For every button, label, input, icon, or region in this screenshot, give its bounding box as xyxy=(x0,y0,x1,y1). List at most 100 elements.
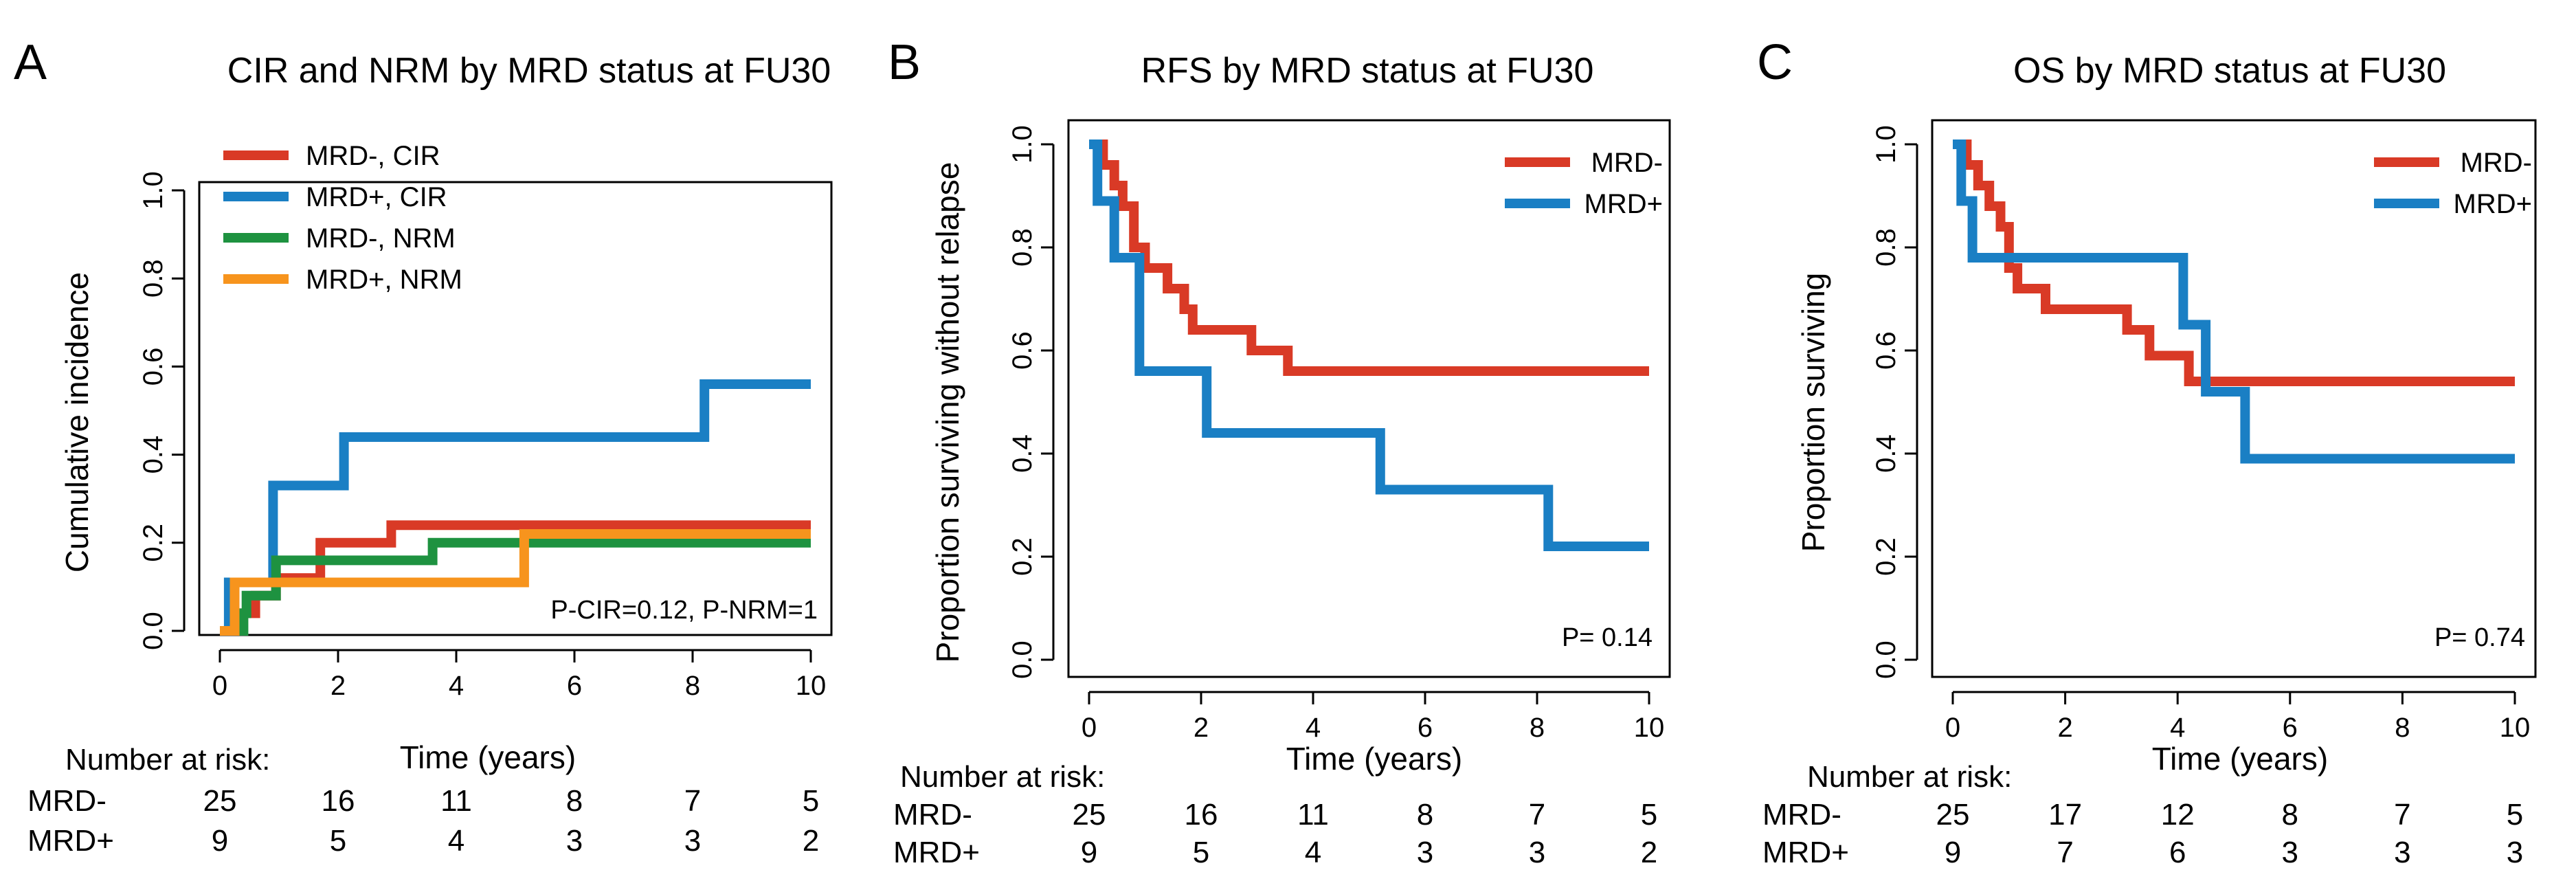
x-tick-label: 8 xyxy=(1530,713,1545,743)
series-line-mrd-nrm xyxy=(220,529,811,636)
risk-table-heading: Number at risk: xyxy=(1807,760,2012,794)
x-tick-label: 6 xyxy=(1418,713,1433,743)
plot-frame xyxy=(1067,119,1671,678)
panel-a: A CIR and NRM by MRD status at FU30 0 2 4 6 8 1… xyxy=(14,35,833,858)
risk-count: 5 xyxy=(2507,798,2523,832)
y-tick-label: 1.0 xyxy=(1007,125,1038,164)
risk-row-label: MRD- xyxy=(1762,798,1841,832)
y-tick-label: 0.0 xyxy=(1007,640,1038,679)
x-tick-label: 8 xyxy=(685,671,700,701)
risk-row-label: MRD- xyxy=(27,784,107,818)
risk-count: 11 xyxy=(440,784,472,818)
series-line-mrd xyxy=(1089,140,1649,551)
legend-item: MRD-, CIR xyxy=(223,141,440,171)
risk-count: 7 xyxy=(684,784,701,818)
panel-letter: C xyxy=(1757,35,1793,90)
risk-table-heading: Number at risk: xyxy=(65,743,270,777)
risk-row-label: MRD+ xyxy=(893,836,980,869)
x-tick-label: 4 xyxy=(1306,713,1321,743)
chart-title: RFS by MRD status at FU30 xyxy=(1141,51,1594,91)
risk-count: 25 xyxy=(1073,798,1106,832)
y-tick-label: 0.8 xyxy=(1007,228,1038,267)
y-tick-label: 0.4 xyxy=(1871,434,1901,473)
p-value-annotation: P-CIR=0.12, P-NRM=1 xyxy=(550,596,818,625)
legend-item: MRD-, NRM xyxy=(223,223,456,254)
legend-label: MRD+ xyxy=(2454,189,2532,219)
risk-count: 9 xyxy=(1945,836,1961,869)
legend-label: MRD+, NRM xyxy=(306,265,462,295)
p-value-annotation: P= 0.14 xyxy=(1562,623,1653,652)
y-axis-label: Proportion surviving xyxy=(1795,273,1831,553)
legend-item: MRD- xyxy=(2374,148,2532,178)
risk-count: 5 xyxy=(330,824,346,858)
risk-count: 8 xyxy=(2282,798,2298,832)
risk-count: 3 xyxy=(2507,836,2523,869)
x-tick-label: 4 xyxy=(449,671,464,701)
y-axis-label: Cumulative incidence xyxy=(59,272,95,572)
risk-count: 3 xyxy=(566,824,583,858)
legend-label: MRD-, CIR xyxy=(306,141,440,171)
y-tick-label: 0.0 xyxy=(1871,640,1901,679)
x-tick-label: 0 xyxy=(1945,713,1960,743)
y-tick-label: 0.2 xyxy=(1007,537,1038,576)
panel-c: C OS by MRD status at FU30 0 2 4 6 8 10 0.0 0.2 0.… xyxy=(1757,35,2537,869)
x-axis-label: Time (years) xyxy=(400,739,576,775)
risk-row-label: MRD- xyxy=(893,798,972,832)
x-tick-label: 6 xyxy=(567,671,582,701)
x-tick-label: 0 xyxy=(212,671,227,701)
risk-count: 9 xyxy=(1081,836,1097,869)
risk-count: 12 xyxy=(2161,798,2195,832)
y-tick-label: 1.0 xyxy=(1871,125,1901,164)
x-axis-label: Time (years) xyxy=(2152,741,2328,777)
legend-item: MRD+, CIR xyxy=(223,182,447,212)
chart-title: CIR and NRM by MRD status at FU30 xyxy=(227,51,831,91)
legend-item: MRD+ xyxy=(2374,189,2532,219)
legend-item: MRD+, NRM xyxy=(223,265,462,295)
y-tick-label: 0.2 xyxy=(138,524,168,562)
legend-label: MRD+ xyxy=(1584,189,1663,219)
panel-b: B RFS by MRD status at FU30 0 2 4 6 8 10 0.0 0.2 0… xyxy=(888,35,1671,869)
y-axis-label: Proportion surviving without relapse xyxy=(930,162,965,663)
risk-count: 8 xyxy=(566,784,583,818)
y-tick-label: 0.6 xyxy=(138,348,168,386)
legend-label: MRD- xyxy=(1591,148,1663,178)
x-tick-label: 2 xyxy=(1194,713,1209,743)
risk-row-label: MRD+ xyxy=(1762,836,1849,869)
x-tick-label: 10 xyxy=(796,671,827,701)
x-tick-label: 8 xyxy=(2395,713,2410,743)
legend-label: MRD-, NRM xyxy=(306,223,456,254)
chart-title: OS by MRD status at FU30 xyxy=(2013,51,2446,91)
y-tick-label: 0.8 xyxy=(1871,228,1901,267)
legend-label: MRD- xyxy=(2461,148,2532,178)
risk-count: 17 xyxy=(2048,798,2082,832)
risk-count: 25 xyxy=(1936,798,1970,832)
x-tick-label: 6 xyxy=(2283,713,2298,743)
y-tick-label: 0.6 xyxy=(1871,331,1901,370)
legend-label: MRD+, CIR xyxy=(306,182,447,212)
risk-count: 3 xyxy=(2282,836,2298,869)
risk-count: 16 xyxy=(1185,798,1218,832)
p-value-annotation: P= 0.74 xyxy=(2434,623,2525,652)
risk-count: 3 xyxy=(684,824,701,858)
risk-count: 25 xyxy=(203,784,237,818)
y-tick-label: 0.4 xyxy=(1007,434,1038,473)
plot-frame xyxy=(198,181,833,636)
series-line-mrd xyxy=(1953,140,2515,464)
x-tick-label: 2 xyxy=(331,671,346,701)
risk-row-label: MRD+ xyxy=(27,824,114,858)
panel-letter: A xyxy=(14,35,47,90)
x-tick-label: 10 xyxy=(2500,713,2531,743)
y-tick-label: 0.2 xyxy=(1871,537,1901,576)
x-tick-label: 2 xyxy=(2057,713,2072,743)
plot-frame xyxy=(1931,119,2537,678)
risk-count: 2 xyxy=(1641,836,1657,869)
risk-count: 5 xyxy=(803,784,819,818)
risk-table-heading: Number at risk: xyxy=(900,760,1105,794)
series-line-mrd xyxy=(1089,140,1649,376)
y-tick-label: 0.8 xyxy=(138,259,168,298)
risk-count: 16 xyxy=(322,784,355,818)
y-tick-label: 0.4 xyxy=(138,436,168,474)
series-line-mrd-nrm xyxy=(220,537,811,636)
risk-count: 6 xyxy=(2169,836,2186,869)
